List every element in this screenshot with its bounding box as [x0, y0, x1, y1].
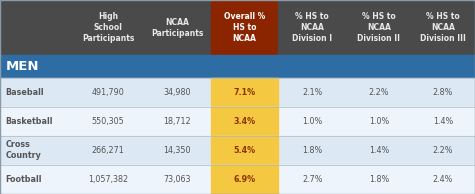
Text: 34,980: 34,980: [163, 88, 190, 97]
Bar: [211, 136, 278, 165]
Text: 1,057,382: 1,057,382: [88, 175, 128, 184]
Text: Baseball: Baseball: [6, 88, 44, 97]
Text: % HS to
NCAA
Division II: % HS to NCAA Division II: [357, 12, 400, 43]
Text: 6.9%: 6.9%: [234, 175, 256, 184]
Text: 550,305: 550,305: [92, 117, 124, 126]
Text: % HS to
NCAA
Division III: % HS to NCAA Division III: [420, 12, 466, 43]
Text: High
School
Participants: High School Participants: [82, 12, 134, 43]
Bar: [211, 107, 278, 136]
Bar: [0, 78, 475, 107]
Text: % HS to
NCAA
Division I: % HS to NCAA Division I: [292, 12, 332, 43]
Text: 491,790: 491,790: [92, 88, 124, 97]
Text: 7.1%: 7.1%: [234, 88, 256, 97]
Text: 2.7%: 2.7%: [302, 175, 323, 184]
Bar: [0, 136, 475, 165]
Text: 5.4%: 5.4%: [234, 146, 256, 155]
Text: 2.2%: 2.2%: [433, 146, 453, 155]
Text: 1.0%: 1.0%: [369, 117, 389, 126]
Text: 3.4%: 3.4%: [234, 117, 256, 126]
Text: Football: Football: [6, 175, 42, 184]
Bar: [0, 165, 475, 194]
Bar: [278, 0, 347, 55]
Text: Overall %
HS to
NCAA: Overall % HS to NCAA: [224, 12, 265, 43]
Text: 1.8%: 1.8%: [369, 175, 389, 184]
Text: 14,350: 14,350: [163, 146, 190, 155]
Bar: [0, 0, 74, 55]
Bar: [142, 0, 211, 55]
Text: 2.1%: 2.1%: [302, 88, 323, 97]
Text: 266,271: 266,271: [92, 146, 124, 155]
Text: 1.0%: 1.0%: [302, 117, 323, 126]
Text: MEN: MEN: [6, 60, 39, 73]
Bar: [0, 107, 475, 136]
Bar: [211, 0, 278, 55]
Bar: [74, 0, 142, 55]
Bar: [411, 0, 475, 55]
Text: 73,063: 73,063: [163, 175, 190, 184]
Bar: [0, 55, 475, 78]
Bar: [347, 0, 411, 55]
Text: 2.2%: 2.2%: [369, 88, 389, 97]
Text: 18,712: 18,712: [163, 117, 191, 126]
Text: Cross
Country: Cross Country: [6, 140, 42, 160]
Text: 1.4%: 1.4%: [433, 117, 453, 126]
Text: 2.4%: 2.4%: [433, 175, 453, 184]
Bar: [211, 165, 278, 194]
Text: 1.8%: 1.8%: [302, 146, 323, 155]
Text: NCAA
Participants: NCAA Participants: [151, 18, 203, 38]
Bar: [211, 78, 278, 107]
Text: Basketball: Basketball: [6, 117, 53, 126]
Text: 1.4%: 1.4%: [369, 146, 389, 155]
Text: 2.8%: 2.8%: [433, 88, 453, 97]
